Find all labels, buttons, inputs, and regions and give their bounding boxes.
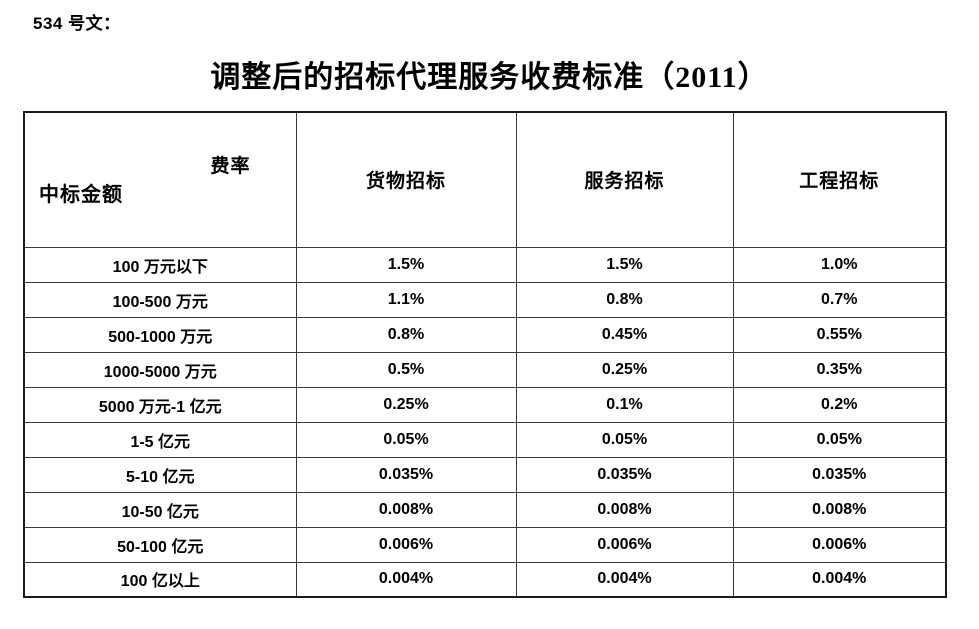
doc-number: 534 号文： — [33, 14, 121, 33]
row-label: 10-50 亿元 — [23, 491, 297, 528]
rate-cell: 0.25% — [295, 386, 517, 423]
rate-cell: 0.006% — [515, 526, 734, 563]
rate-cell: 0.8% — [295, 316, 517, 353]
row-label: 100 亿以上 — [23, 561, 297, 598]
rate-cell: 0.25% — [515, 351, 734, 388]
rate-cell: 0.05% — [295, 421, 517, 458]
rate-cell: 0.05% — [515, 421, 734, 458]
column-header-services: 服务招标 — [515, 111, 734, 248]
table-row: 5-10 亿元 0.035% 0.035% 0.035% — [23, 456, 947, 493]
rate-cell: 0.55% — [732, 316, 947, 353]
table-row: 5000 万元-1 亿元 0.25% 0.1% 0.2% — [23, 386, 947, 423]
table-row: 100 万元以下 1.5% 1.5% 1.0% — [23, 246, 947, 283]
table-row: 1000-5000 万元 0.5% 0.25% 0.35% — [23, 351, 947, 388]
rate-cell: 0.035% — [515, 456, 734, 493]
page-title: 调整后的招标代理服务收费标准（2011） — [210, 61, 769, 94]
rate-cell: 0.008% — [515, 491, 734, 528]
row-label: 5000 万元-1 亿元 — [23, 386, 297, 423]
rate-cell: 0.008% — [295, 491, 517, 528]
rate-cell: 1.0% — [732, 246, 947, 283]
row-label: 100 万元以下 — [23, 246, 297, 283]
rate-cell: 0.004% — [295, 561, 517, 598]
rate-cell: 0.008% — [732, 491, 947, 528]
rate-cell: 1.1% — [295, 281, 517, 318]
rate-cell: 0.5% — [295, 351, 517, 388]
rate-cell: 0.035% — [732, 456, 947, 493]
table-row: 100-500 万元 1.1% 0.8% 0.7% — [23, 281, 947, 318]
rate-cell: 0.006% — [732, 526, 947, 563]
rate-cell: 1.5% — [515, 246, 734, 283]
table-row: 500-1000 万元 0.8% 0.45% 0.55% — [23, 316, 947, 353]
table-row: 10-50 亿元 0.008% 0.008% 0.008% — [23, 491, 947, 528]
rate-cell: 0.2% — [732, 386, 947, 423]
rate-cell: 0.006% — [295, 526, 517, 563]
rate-cell: 0.7% — [732, 281, 947, 318]
table-row: 1-5 亿元 0.05% 0.05% 0.05% — [23, 421, 947, 458]
rate-cell: 0.45% — [515, 316, 734, 353]
rate-cell: 0.1% — [515, 386, 734, 423]
rate-cell: 0.35% — [732, 351, 947, 388]
rate-cell: 1.5% — [295, 246, 517, 283]
diagonal-corner-cell: 费率 中标金额 — [23, 111, 297, 248]
table-row: 100 亿以上 0.004% 0.004% 0.004% — [23, 561, 947, 598]
row-label: 50-100 亿元 — [23, 526, 297, 563]
table-header-row: 费率 中标金额 货物招标 服务招标 工程招标 — [23, 111, 947, 248]
row-label: 1-5 亿元 — [23, 421, 297, 458]
rate-cell: 0.05% — [732, 421, 947, 458]
row-label: 1000-5000 万元 — [23, 351, 297, 388]
corner-label-rate: 费率 — [210, 156, 251, 177]
row-label: 500-1000 万元 — [23, 316, 297, 353]
row-label: 100-500 万元 — [23, 281, 297, 318]
rate-cell: 0.004% — [732, 561, 947, 598]
rate-cell: 0.035% — [295, 456, 517, 493]
rate-cell: 0.004% — [515, 561, 734, 598]
table-row: 50-100 亿元 0.006% 0.006% 0.006% — [23, 526, 947, 563]
column-header-engineering: 工程招标 — [732, 111, 947, 248]
column-header-goods: 货物招标 — [295, 111, 517, 248]
corner-label-amount: 中标金额 — [39, 183, 123, 206]
fee-standard-table: 费率 中标金额 货物招标 服务招标 工程招标 100 万元以下 1.5% 1.5… — [23, 111, 947, 598]
rate-cell: 0.8% — [515, 281, 734, 318]
row-label: 5-10 亿元 — [23, 456, 297, 493]
